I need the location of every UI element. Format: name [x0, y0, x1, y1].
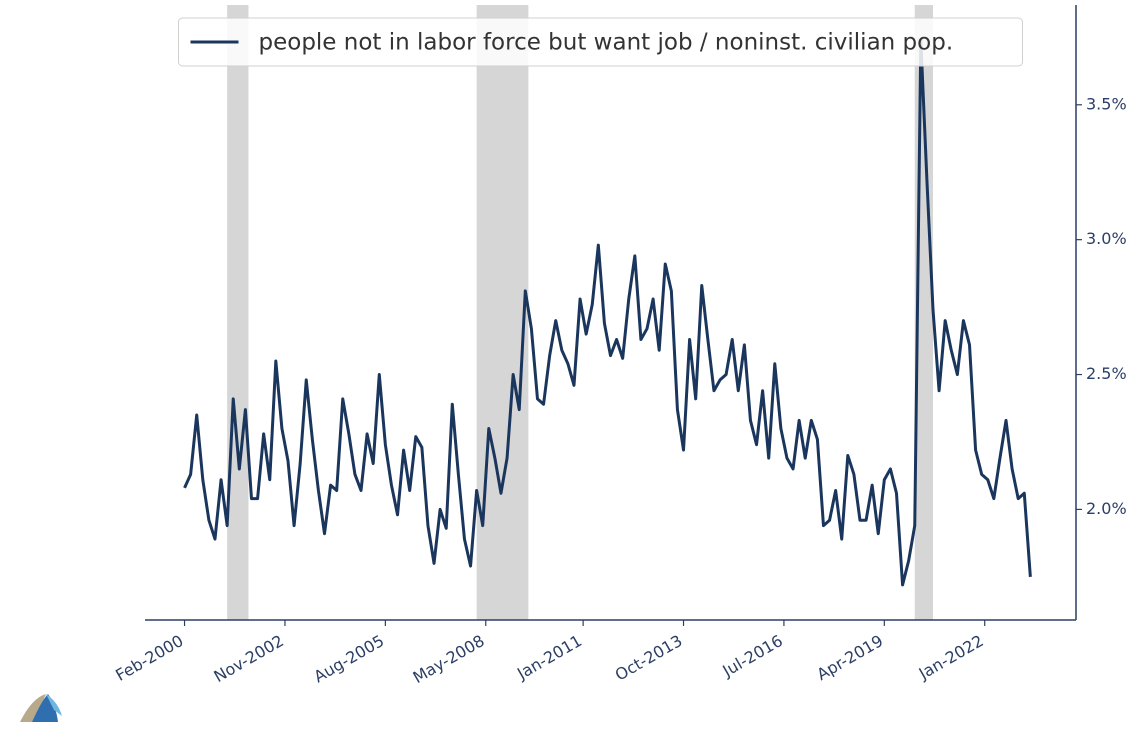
x-tick-label: May-2008: [410, 631, 488, 687]
x-tick-label: Jan-2011: [513, 631, 585, 684]
y-tick-label: 3.0%: [1086, 229, 1127, 248]
y-tick-label: 2.0%: [1086, 499, 1127, 518]
x-tick-label: Aug-2005: [311, 631, 388, 686]
recession-band: [227, 5, 249, 620]
y-tick-label: 3.5%: [1086, 94, 1127, 113]
legend-label: people not in labor force but want job /…: [259, 30, 954, 56]
logo-shape: [46, 694, 62, 716]
x-tick-label: Feb-2000: [112, 631, 186, 685]
x-tick-label: Oct-2013: [612, 631, 686, 685]
legend-box: [178, 17, 1023, 67]
data-line: [183, 38, 1032, 587]
x-tick-label: Jul-2016: [719, 631, 786, 681]
x-tick-label: Apr-2019: [813, 631, 886, 684]
y-tick-label: 2.5%: [1086, 364, 1127, 383]
logo: [20, 694, 62, 722]
recession-band: [476, 5, 529, 620]
legend-layer: people not in labor force but want job /…: [178, 17, 1023, 67]
x-tick-label: Nov-2002: [211, 631, 287, 686]
x-tick-label: Jan-2022: [915, 631, 987, 684]
line-layer: [183, 38, 1032, 587]
